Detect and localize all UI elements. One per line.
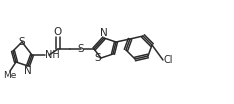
Text: NH: NH [45, 50, 60, 60]
Text: Me: Me [3, 71, 17, 80]
Text: O: O [54, 27, 62, 37]
Text: S: S [94, 53, 101, 63]
Text: N: N [100, 28, 108, 38]
Text: S: S [19, 37, 25, 47]
Text: N: N [24, 66, 32, 76]
Text: Cl: Cl [163, 55, 172, 65]
Text: S: S [78, 44, 84, 54]
